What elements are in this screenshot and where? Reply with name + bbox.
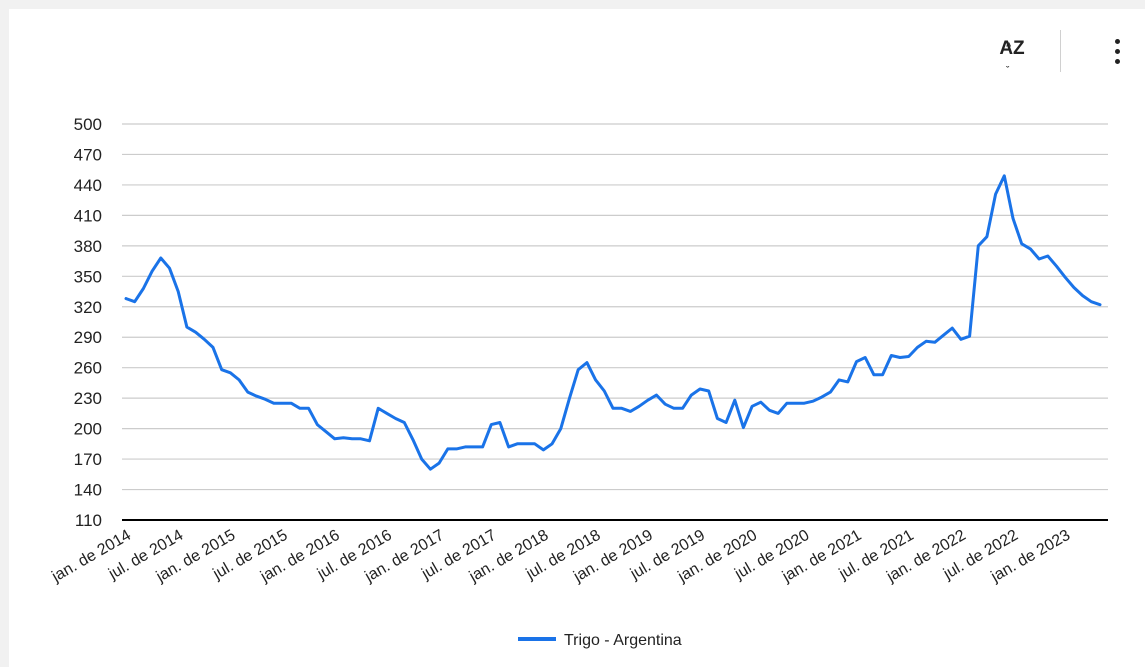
caret-down-icon: ˇ xyxy=(1006,65,1009,75)
more-vert-icon-dot xyxy=(1114,48,1120,54)
y-tick-label: 470 xyxy=(74,145,102,164)
toolbar-divider xyxy=(1060,30,1061,72)
y-tick-label: 350 xyxy=(74,267,102,286)
y-tick-label: 320 xyxy=(74,298,102,317)
sort-az-button[interactable]: ^ AZ ˇ xyxy=(989,27,1035,75)
y-tick-label: 410 xyxy=(74,206,102,225)
y-tick-label: 110 xyxy=(75,511,102,530)
y-tick-label: 500 xyxy=(74,115,102,134)
caret-up-icon: ^ xyxy=(1006,41,1012,51)
more-vert-icon-dot xyxy=(1114,58,1120,64)
y-tick-label: 290 xyxy=(74,328,102,347)
series-line-trigo-argentina xyxy=(124,174,1102,471)
y-tick-label: 440 xyxy=(74,176,102,195)
y-tick-label: 200 xyxy=(74,420,102,439)
y-tick-label: 230 xyxy=(74,389,102,408)
more-options-button[interactable] xyxy=(1103,29,1131,73)
sort-az-icon: AZ xyxy=(999,38,1025,59)
more-vert-icon xyxy=(1114,38,1120,44)
chart-card: ^ AZ ˇ xyxy=(9,9,1145,667)
legend-label: Trigo - Argentina xyxy=(564,632,682,649)
y-tick-label: 380 xyxy=(74,237,102,256)
y-tick-label: 260 xyxy=(74,359,102,378)
y-tick-label: 170 xyxy=(74,450,102,469)
y-tick-label: 140 xyxy=(74,481,102,500)
